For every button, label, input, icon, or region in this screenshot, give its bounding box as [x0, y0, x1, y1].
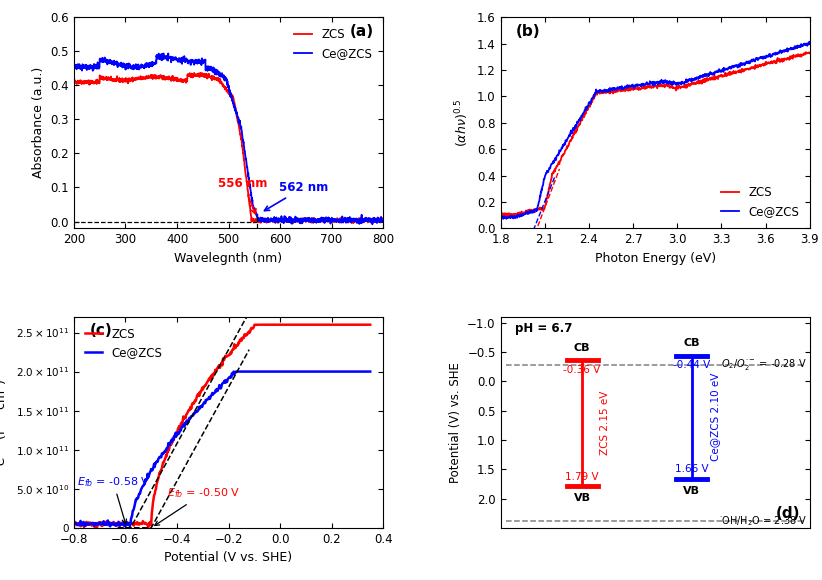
Ce@ZCS: [367, 221, 377, 228]
Text: $E_{fb}$ = -0.50 V: $E_{fb}$ = -0.50 V: [155, 487, 240, 525]
Ce@ZCS: [229, 368, 238, 375]
ZCS: [69, 521, 79, 528]
Y-axis label: $C^{-2}$ (F$^{-2}$ cm$^{4}$): $C^{-2}$ (F$^{-2}$ cm$^{4}$): [0, 379, 11, 466]
ZCS: [313, 321, 323, 328]
Line: Ce@ZCS: Ce@ZCS: [501, 42, 810, 219]
ZCS: [246, 325, 256, 332]
Ce@ZCS: [693, 74, 703, 81]
Ce@ZCS: [762, 53, 772, 60]
Ce@ZCS: [676, 79, 686, 86]
Ce@ZCS: [105, 57, 115, 64]
Ce@ZCS: [230, 369, 240, 376]
Ce@ZCS: [212, 70, 222, 77]
Ce@ZCS: [159, 50, 169, 57]
ZCS: [230, 342, 240, 349]
ZCS: [676, 85, 686, 92]
Text: $E_{fb}$ = -0.58 V: $E_{fb}$ = -0.58 V: [76, 475, 150, 524]
ZCS: [210, 367, 220, 374]
Text: (d): (d): [776, 506, 801, 521]
Ce@ZCS: [105, 523, 115, 530]
Text: ZCS 2.15 eV: ZCS 2.15 eV: [600, 391, 610, 455]
ZCS: [805, 50, 815, 57]
ZCS: [801, 49, 810, 56]
Ce@ZCS: [731, 63, 741, 70]
ZCS: [359, 321, 369, 328]
Text: CB: CB: [683, 338, 700, 348]
Text: 1.79 V: 1.79 V: [566, 472, 599, 481]
Text: -0.36 V: -0.36 V: [563, 365, 601, 375]
Text: 562 nm: 562 nm: [265, 181, 328, 211]
Text: CB: CB: [574, 343, 590, 353]
Ce@ZCS: [684, 77, 694, 84]
Y-axis label: $(\alpha h\nu)^{0.5}$: $(\alpha h\nu)^{0.5}$: [454, 99, 471, 147]
Ce@ZCS: [201, 56, 210, 63]
Y-axis label: Absorbance (a.u.): Absorbance (a.u.): [32, 67, 45, 179]
Ce@ZCS: [210, 388, 220, 395]
ZCS: [207, 77, 217, 84]
ZCS: [143, 524, 153, 531]
Ce@ZCS: [498, 215, 508, 222]
Ce@ZCS: [247, 368, 256, 375]
X-axis label: Wavelegnth (nm): Wavelegnth (nm): [174, 252, 283, 264]
X-axis label: Photon Energy (eV): Photon Energy (eV): [594, 252, 716, 264]
Legend: ZCS, Ce@ZCS: ZCS, Ce@ZCS: [289, 23, 377, 64]
X-axis label: Potential (V vs. SHE): Potential (V vs. SHE): [164, 551, 293, 564]
Ce@ZCS: [69, 519, 79, 526]
ZCS: [762, 60, 772, 67]
Text: VB: VB: [683, 485, 700, 496]
Text: 1.66 V: 1.66 V: [675, 464, 709, 474]
ZCS: [296, 220, 306, 227]
ZCS: [693, 78, 703, 85]
ZCS: [212, 365, 222, 372]
Legend: ZCS, Ce@ZCS: ZCS, Ce@ZCS: [716, 181, 804, 222]
Line: Ce@ZCS: Ce@ZCS: [74, 53, 383, 224]
Ce@ZCS: [805, 38, 815, 45]
Line: ZCS: ZCS: [74, 72, 383, 223]
ZCS: [245, 204, 255, 211]
Ce@ZCS: [93, 63, 103, 70]
Y-axis label: Potential (V) vs. SHE: Potential (V) vs. SHE: [449, 362, 462, 483]
ZCS: [684, 80, 694, 87]
ZCS: [196, 69, 206, 76]
Text: VB: VB: [574, 493, 590, 503]
ZCS: [378, 216, 388, 223]
Ce@ZCS: [365, 368, 375, 375]
Line: ZCS: ZCS: [501, 52, 810, 217]
Ce@ZCS: [207, 66, 217, 73]
Ce@ZCS: [359, 368, 369, 375]
Ce@ZCS: [378, 217, 388, 224]
Line: ZCS: ZCS: [74, 325, 370, 528]
Text: 556 nm: 556 nm: [218, 177, 268, 214]
ZCS: [496, 213, 506, 220]
Text: (c): (c): [90, 323, 112, 338]
ZCS: [515, 211, 524, 218]
Text: $^{\cdot}$OH/H$_2$O = 2.38 V: $^{\cdot}$OH/H$_2$O = 2.38 V: [718, 514, 807, 528]
Ce@ZCS: [212, 386, 222, 393]
Text: $O_2/O_2^{\cdot-}$ = -0.28 V: $O_2/O_2^{\cdot-}$ = -0.28 V: [721, 357, 807, 372]
Text: (b): (b): [516, 24, 541, 39]
ZCS: [502, 213, 512, 220]
ZCS: [69, 78, 79, 85]
ZCS: [93, 78, 103, 85]
ZCS: [365, 321, 375, 328]
ZCS: [201, 72, 210, 79]
Ce@ZCS: [245, 182, 255, 188]
Ce@ZCS: [496, 215, 506, 222]
Ce@ZCS: [69, 62, 79, 69]
Ce@ZCS: [515, 212, 524, 219]
Line: Ce@ZCS: Ce@ZCS: [74, 372, 370, 526]
ZCS: [250, 321, 260, 328]
Ce@ZCS: [313, 368, 323, 375]
ZCS: [212, 76, 222, 83]
Text: pH = 6.7: pH = 6.7: [515, 321, 572, 335]
Text: Ce@ZCS 2.10 eV: Ce@ZCS 2.10 eV: [709, 373, 719, 461]
ZCS: [731, 68, 741, 75]
Text: -0.44 V: -0.44 V: [673, 360, 710, 370]
ZCS: [105, 74, 115, 81]
Legend: ZCS, Ce@ZCS: ZCS, Ce@ZCS: [80, 323, 168, 364]
Text: (a): (a): [349, 24, 374, 39]
